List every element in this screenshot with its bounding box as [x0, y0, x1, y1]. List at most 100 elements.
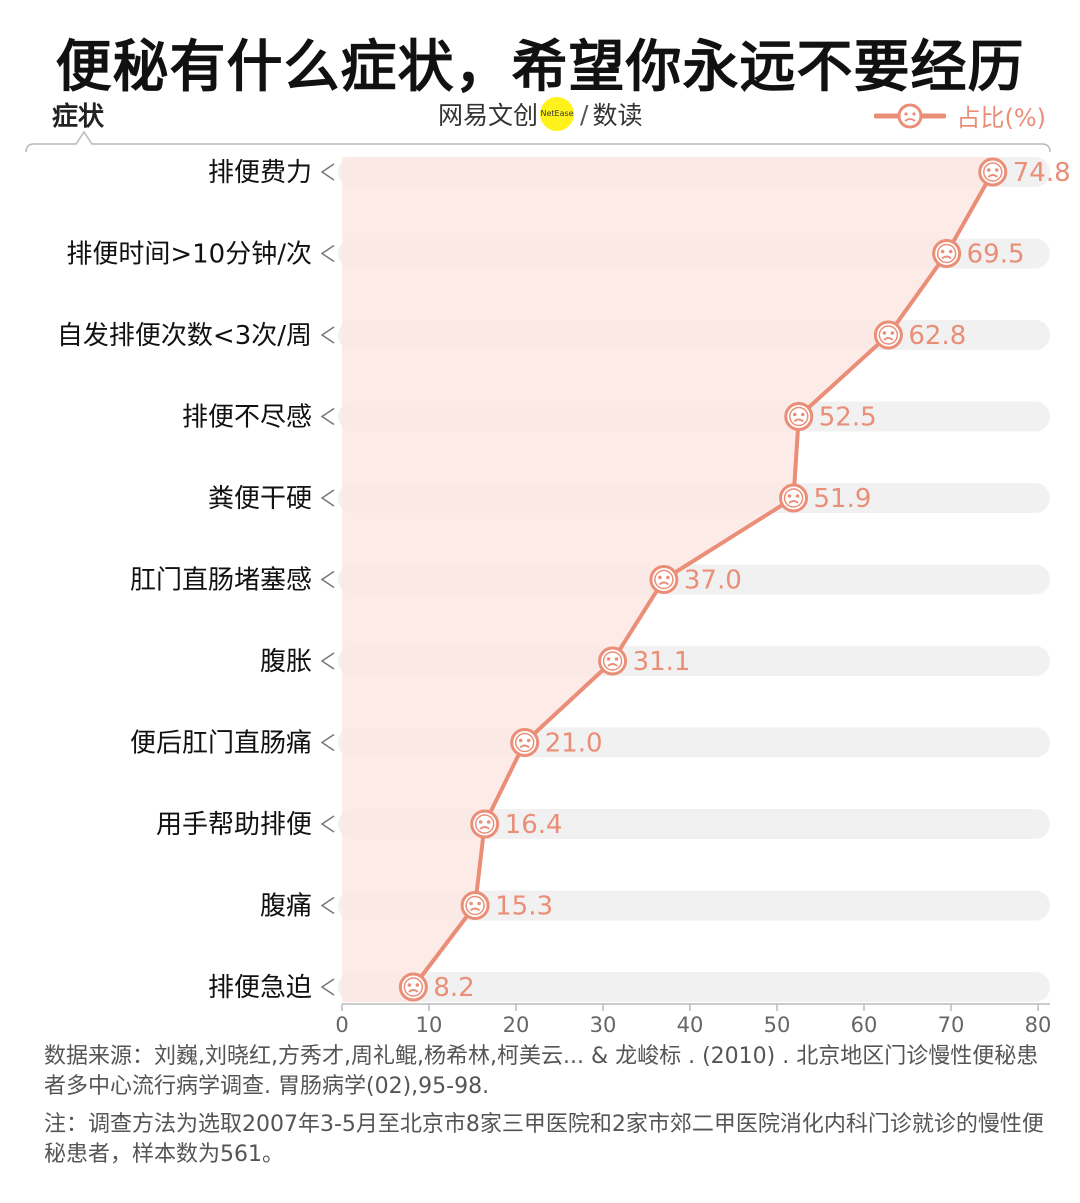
point-eye: [478, 820, 483, 824]
page-title: 便秘有什么症状，希望你永远不要经历: [55, 35, 1025, 100]
category-arrow-icon: [320, 896, 335, 915]
category-arrow-icon: [320, 407, 335, 426]
y-axis-header: 症状: [52, 102, 105, 132]
point-inner-ring: [936, 243, 957, 264]
value-label: 31.1: [633, 647, 691, 677]
category-arrow-icon: [320, 570, 335, 589]
point-eye: [526, 738, 531, 743]
point-eye: [486, 820, 491, 824]
point-eye: [469, 901, 473, 906]
value-label: 21.0: [545, 729, 603, 759]
point-eye: [666, 575, 670, 580]
brand-logo: 网易文创 NetEase / 数读: [438, 96, 642, 132]
x-tick-label: 0: [335, 1013, 348, 1037]
point-eye: [986, 168, 991, 172]
brand-left: 网易文创: [438, 101, 539, 130]
method-note: 注：调查方法为选取2007年3-5月至北京市8家三甲医院和2家市郊二甲医院消化内…: [44, 1112, 1044, 1167]
value-label: 15.3: [495, 892, 553, 922]
value-label: 62.8: [908, 321, 966, 351]
row-track: [338, 809, 1050, 839]
data-point: [510, 728, 540, 757]
x-tick-label: 30: [590, 1013, 617, 1037]
point-frown: [987, 174, 998, 178]
point-eye: [658, 575, 662, 580]
value-label: 52.5: [819, 403, 877, 433]
category-label: 粪便干硬: [208, 484, 312, 514]
category-label: 用手帮助排便: [156, 810, 312, 840]
value-label: 69.5: [967, 240, 1025, 270]
point-eye: [415, 983, 420, 987]
value-label: 37.0: [684, 566, 742, 596]
point-frown: [658, 581, 669, 586]
value-label: 16.4: [505, 810, 563, 840]
brand-right: 数读: [592, 101, 643, 130]
x-tick-label: 70: [938, 1013, 965, 1037]
point-inner-ring: [403, 977, 424, 997]
legend-label: 占比(%): [956, 104, 1046, 132]
point-frown: [607, 663, 618, 667]
point-inner-ring: [783, 488, 804, 508]
legend-line-face-icon: [874, 103, 947, 128]
value-label: 8.2: [433, 973, 474, 1003]
brand-slash: /: [580, 99, 589, 129]
category-label: 肛门直肠堵塞感: [130, 566, 312, 596]
category-arrow-icon: [320, 652, 335, 670]
data-point: [649, 565, 679, 594]
point-eye: [614, 657, 619, 661]
legend: 占比(%): [874, 98, 1046, 133]
point-eye: [477, 901, 481, 906]
header-bracket: [25, 130, 1051, 153]
category-arrow-icon: [320, 733, 335, 752]
point-frown: [519, 744, 530, 749]
x-tick-label: 50: [764, 1013, 791, 1037]
point-frown: [788, 500, 799, 504]
x-tick-label: 20: [503, 1013, 530, 1037]
point-eye: [407, 983, 412, 987]
point-frown: [470, 907, 481, 912]
category-arrow-icon: [320, 489, 335, 507]
point-inner-ring: [878, 325, 899, 345]
category-label: 排便时间>10分钟/次: [66, 240, 312, 270]
category-label: 腹胀: [260, 647, 312, 677]
point-eye: [948, 249, 953, 254]
category-arrow-icon: [320, 815, 335, 833]
point-inner-ring: [789, 406, 809, 427]
category-arrow-icon: [320, 163, 335, 181]
x-tick-label: 60: [851, 1013, 878, 1037]
category-label: 排便不尽感: [182, 403, 312, 433]
point-frown: [883, 337, 894, 341]
point-frown: [479, 826, 490, 830]
category-arrow-icon: [320, 244, 335, 263]
point-eye: [795, 494, 800, 498]
point-inner-ring: [474, 814, 495, 834]
x-tick-label: 80: [1025, 1013, 1052, 1037]
category-arrow-icon: [320, 326, 335, 344]
row-track: [338, 972, 1050, 1002]
chart: 74.8 69.5 62.8 52.5 51.9 37.0 31.1 21.0 16.4 15.3…: [25, 130, 1071, 1037]
data-point: [779, 483, 809, 513]
data-point: [784, 402, 814, 431]
x-tick-label: 10: [416, 1013, 443, 1037]
category-label: 便后肛门直肠痛: [130, 729, 312, 759]
category-label: 自发排便次数<3次/周: [57, 321, 312, 351]
point-frown: [941, 255, 952, 260]
point-inner-ring: [465, 895, 485, 916]
category-label: 排便费力: [208, 158, 312, 188]
point-eye: [792, 412, 797, 417]
point-inner-ring: [654, 569, 674, 590]
data-point: [598, 646, 628, 676]
point-eye: [882, 331, 887, 335]
point-eye: [800, 412, 805, 417]
point-inner-ring: [983, 162, 1003, 182]
data-point: [398, 972, 428, 1002]
data-point: [470, 809, 500, 839]
point-eye: [940, 249, 945, 254]
data-point: [932, 239, 962, 268]
point-eye: [518, 738, 523, 743]
row-track: [338, 890, 1050, 921]
category-arrow-icon: [320, 978, 335, 996]
value-label: 51.9: [814, 484, 872, 514]
point-inner-ring: [514, 732, 535, 753]
notes: 数据来源：刘巍,刘晓红,方秀才,周礼鲲,杨希林,柯美云... & 龙峻标 . (…: [44, 1042, 1044, 1178]
value-area: [342, 157, 993, 1002]
